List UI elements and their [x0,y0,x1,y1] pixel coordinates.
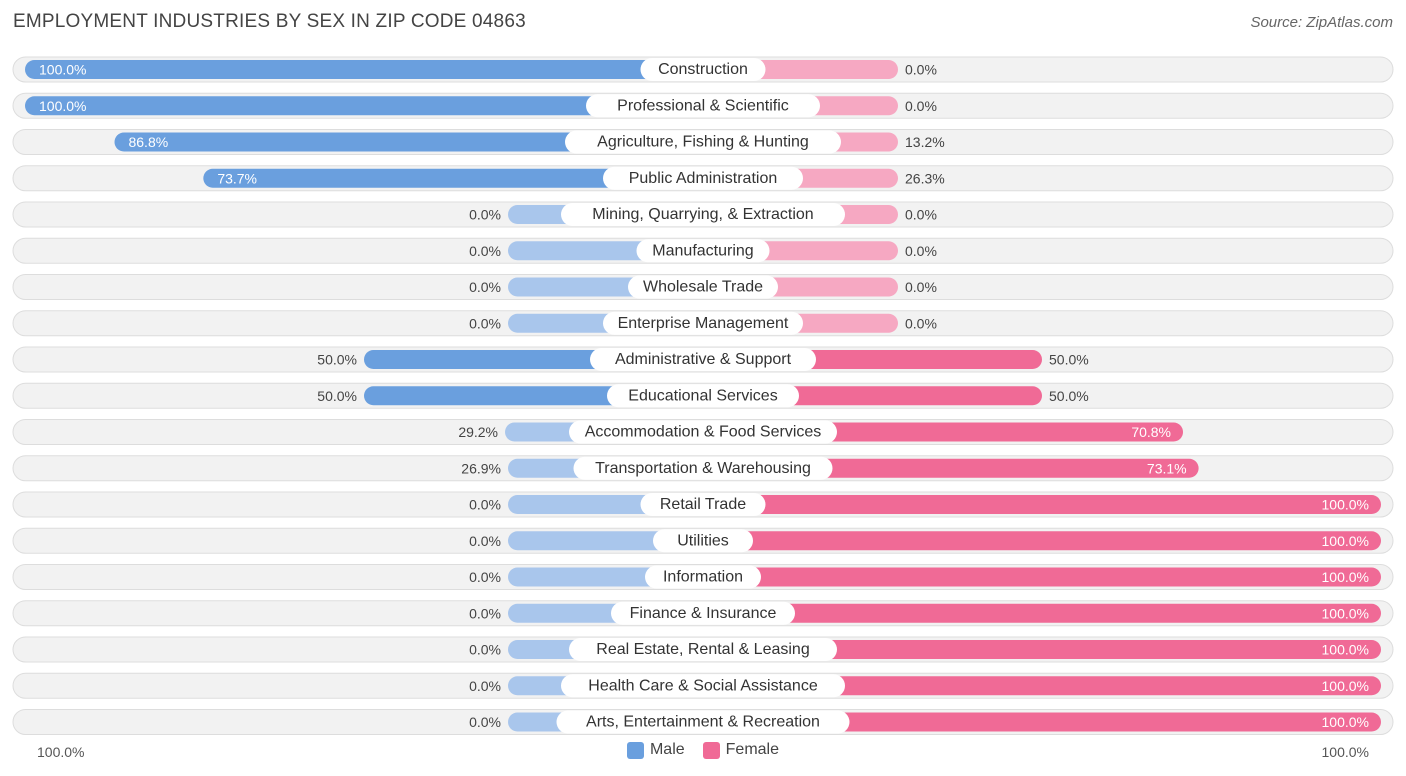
category-label-transportation-warehousing: Transportation & Warehousing [595,460,811,477]
category-pill-manufacturing [636,239,770,263]
category-label-wholesale-trade: Wholesale Trade [643,279,763,296]
category-label-construction: Construction [658,61,748,78]
value-female-information: 100.0% [1322,569,1369,585]
legend-swatch-male [626,741,644,759]
chart-title: EMPLOYMENT INDUSTRIES BY SEX IN ZIP CODE… [13,11,526,32]
value-female-retail-trade: 100.0% [1322,497,1369,513]
value-female-arts-entertainment-recreation: 100.0% [1322,714,1369,730]
value-female-educational-services: 50.0% [1049,388,1089,404]
bar-female-finance-insurance [703,603,1381,623]
category-label-arts-entertainment-recreation: Arts, Entertainment & Recreation [586,714,820,731]
legend-item-male: Male [626,741,685,759]
value-female-transportation-warehousing: 73.1% [1147,460,1187,476]
category-label-agriculture-fishing-hunting: Agriculture, Fishing & Hunting [597,134,809,151]
bar-male-public-administration [203,168,703,188]
value-female-health-care-social-assistance: 100.0% [1322,678,1369,694]
value-male-real-estate-rental-leasing: 0.0% [469,642,501,658]
value-female-real-estate-rental-leasing: 100.0% [1322,642,1369,658]
category-label-public-administration: Public Administration [629,170,778,187]
bar-female-arts-entertainment-recreation [703,712,1381,732]
legend-item-female: Female [702,741,780,759]
value-male-information: 0.0% [469,569,501,585]
value-male-administrative-support: 50.0% [317,352,357,368]
legend: Male Female [0,741,1406,759]
category-label-real-estate-rental-leasing: Real Estate, Rental & Leasing [596,641,809,658]
value-male-wholesale-trade: 0.0% [469,279,501,295]
value-male-accommodation-food-services: 29.2% [458,424,498,440]
category-label-mining-quarrying-extraction: Mining, Quarrying, & Extraction [592,206,813,223]
value-female-public-administration: 26.3% [905,170,945,186]
category-label-enterprise-management: Enterprise Management [618,315,789,332]
category-pill-enterprise-management [603,311,803,335]
value-male-professional-scientific: 100.0% [39,98,86,114]
value-female-professional-scientific: 0.0% [905,98,937,114]
category-pill-educational-services [607,384,799,408]
category-label-educational-services: Educational Services [628,387,777,404]
bar-female-retail-trade [703,495,1381,514]
value-male-educational-services: 50.0% [317,388,357,404]
value-female-wholesale-trade: 0.0% [905,279,937,295]
value-female-administrative-support: 50.0% [1049,352,1089,368]
legend-swatch-female [702,741,720,759]
category-label-manufacturing: Manufacturing [652,242,753,259]
category-pill-administrative-support [590,348,816,371]
value-female-mining-quarrying-extraction: 0.0% [905,207,937,223]
value-female-manufacturing: 0.0% [905,243,937,259]
category-pill-professional-scientific [586,94,820,118]
category-pill-public-administration [603,166,803,190]
category-pill-finance-insurance [611,601,795,625]
value-female-enterprise-management: 0.0% [905,315,937,331]
value-male-health-care-social-assistance: 0.0% [469,678,501,694]
bar-male-construction [25,60,703,79]
category-label-professional-scientific: Professional & Scientific [617,97,789,114]
category-pill-utilities [653,529,753,553]
category-label-retail-trade: Retail Trade [660,496,746,513]
category-pill-retail-trade [640,493,766,516]
legend-label-male: Male [649,741,685,758]
chart-canvas: 100.0% 0.0% Construction 100.0% 0.0% Professi… [12,56,1394,735]
axis-left-label: 100.0% [37,744,85,760]
value-female-construction: 0.0% [905,62,937,78]
value-male-manufacturing: 0.0% [469,243,501,259]
value-female-agriculture-fishing-hunting: 13.2% [905,134,945,150]
category-pill-agriculture-fishing-hunting [565,130,841,154]
category-pill-construction [640,58,766,81]
category-pill-transportation-warehousing [573,456,833,480]
axis-right-label: 100.0% [1321,744,1369,760]
value-male-retail-trade: 0.0% [469,497,501,513]
bar-male-professional-scientific [25,96,703,116]
value-male-agriculture-fishing-hunting: 86.8% [128,134,168,150]
value-male-construction: 100.0% [39,62,86,78]
category-pill-wholesale-trade [628,275,778,299]
value-male-utilities: 0.0% [469,533,501,549]
value-female-utilities: 100.0% [1322,533,1369,549]
value-male-finance-insurance: 0.0% [469,605,501,621]
value-male-mining-quarrying-extraction: 0.0% [469,207,501,223]
category-pill-accommodation-food-services [569,420,837,444]
value-male-public-administration: 73.7% [217,170,257,186]
bar-female-utilities [703,531,1381,551]
category-label-health-care-social-assistance: Health Care & Social Assistance [588,677,818,694]
category-pill-mining-quarrying-extraction [561,203,845,226]
value-male-arts-entertainment-recreation: 0.0% [469,714,501,730]
value-male-enterprise-management: 0.0% [469,315,501,331]
source-label: Source: ZipAtlas.com [1250,14,1393,31]
legend-label-female: Female [725,741,780,758]
bar-female-health-care-social-assistance [703,676,1381,696]
category-pill-health-care-social-assistance [561,674,845,698]
bar-male-agriculture-fishing-hunting [114,132,704,152]
value-male-transportation-warehousing: 26.9% [461,460,501,476]
bar-female-information [703,567,1381,587]
category-label-information: Information [663,569,743,586]
bar-female-real-estate-rental-leasing [703,640,1381,659]
category-label-utilities: Utilities [677,532,729,549]
value-female-accommodation-food-services: 70.8% [1131,424,1171,440]
category-label-accommodation-food-services: Accommodation & Food Services [585,424,822,441]
category-label-administrative-support: Administrative & Support [615,351,792,368]
category-label-finance-insurance: Finance & Insurance [630,605,777,622]
category-pill-information [645,565,761,589]
value-female-finance-insurance: 100.0% [1322,605,1369,621]
category-pill-arts-entertainment-recreation [556,710,850,734]
category-pill-real-estate-rental-leasing [569,638,837,661]
